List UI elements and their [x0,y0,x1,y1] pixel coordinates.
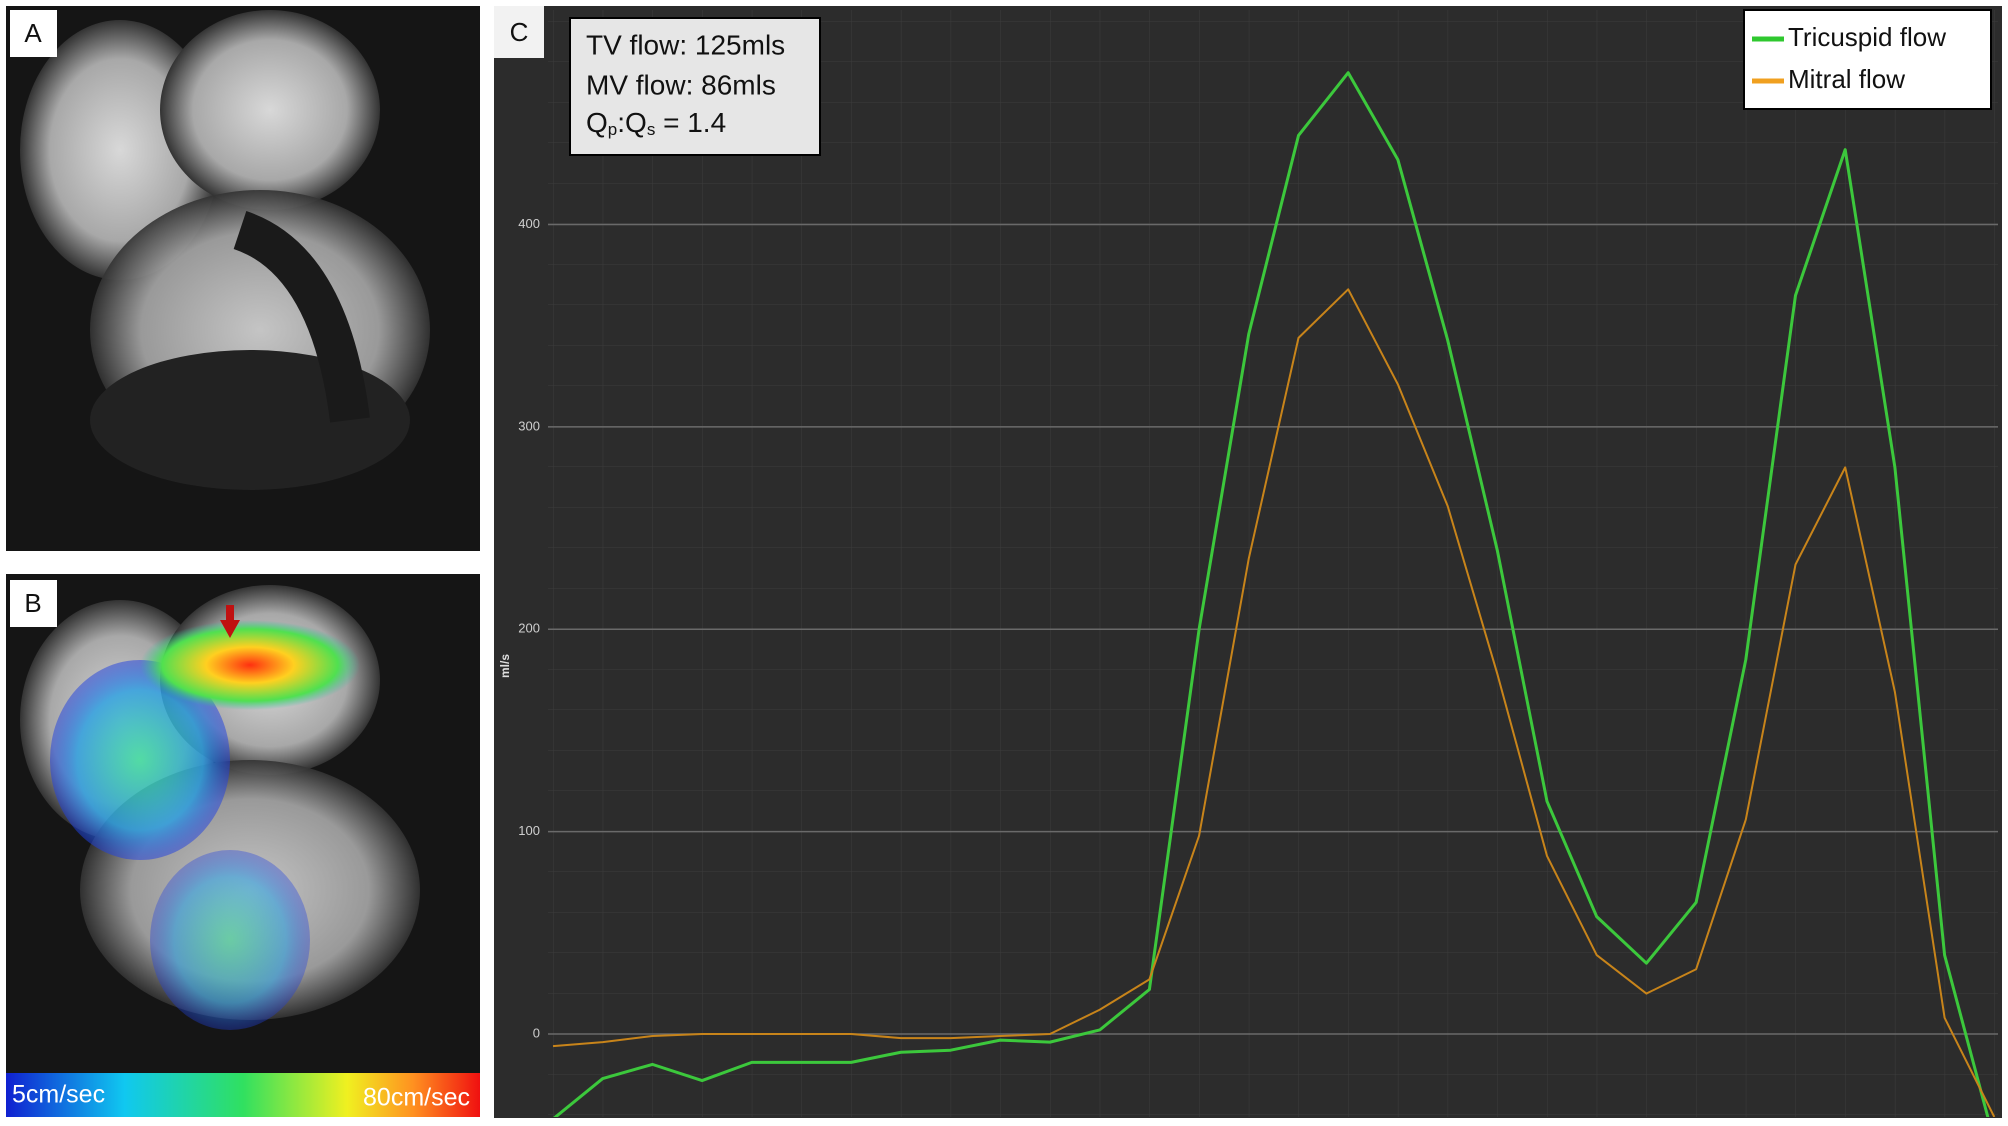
annotation-part: = 1.4 [655,107,726,138]
grid: 0 100 200 300 400 [518,216,1998,1040]
annotation: TV flow: 125mls [586,29,785,60]
legend: Tricuspid flow Mitral flow [1743,9,1992,110]
panel-label: C [510,17,529,47]
annotation: Qp:Qs = 1.4 [586,107,726,139]
panel-letter-box [494,6,544,58]
panel-label: B [24,588,41,618]
panel-letter-box [10,10,57,57]
annotation-part: Q [586,107,608,138]
series-line [552,288,1996,1117]
colorbar-min-label: 5cm/sec [12,1081,105,1109]
y-tick-label: 200 [518,621,540,636]
annotation-subscript: p [608,120,617,139]
colorbar-max-label: 80cm/sec [363,1084,470,1112]
y-tick-label: 400 [518,216,540,231]
line-chart: C ml/s 0 100 200 300 400 TV flow: 125mls MV … [494,6,2002,1118]
panel-letter-box [10,580,57,627]
legend-box [1743,9,1992,110]
colorbar [6,1073,480,1117]
mri-panel-a: A [6,6,480,551]
annotation-box: TV flow: 125mls MV flow: 86mls Qp:Qs = 1… [569,17,821,156]
y-tick-label: 300 [518,418,540,433]
plot-lines [552,71,1996,1117]
legend-label: Mitral flow [1788,64,1905,94]
legend-label: Tricuspid flow [1788,22,1946,52]
panel-label: A [24,18,42,48]
mri-panel-b: 5cm/sec 80cm/sec B [6,574,480,1117]
y-tick-label: 0 [533,1025,540,1040]
minor-grid [548,10,1998,1117]
annotation-subscript: s [647,120,656,139]
y-axis-label: ml/s [498,654,512,678]
y-tick-label: 100 [518,823,540,838]
annotation-part: :Q [617,107,647,138]
series-line [553,71,1990,1117]
annotation: MV flow: 86mls [586,69,776,100]
